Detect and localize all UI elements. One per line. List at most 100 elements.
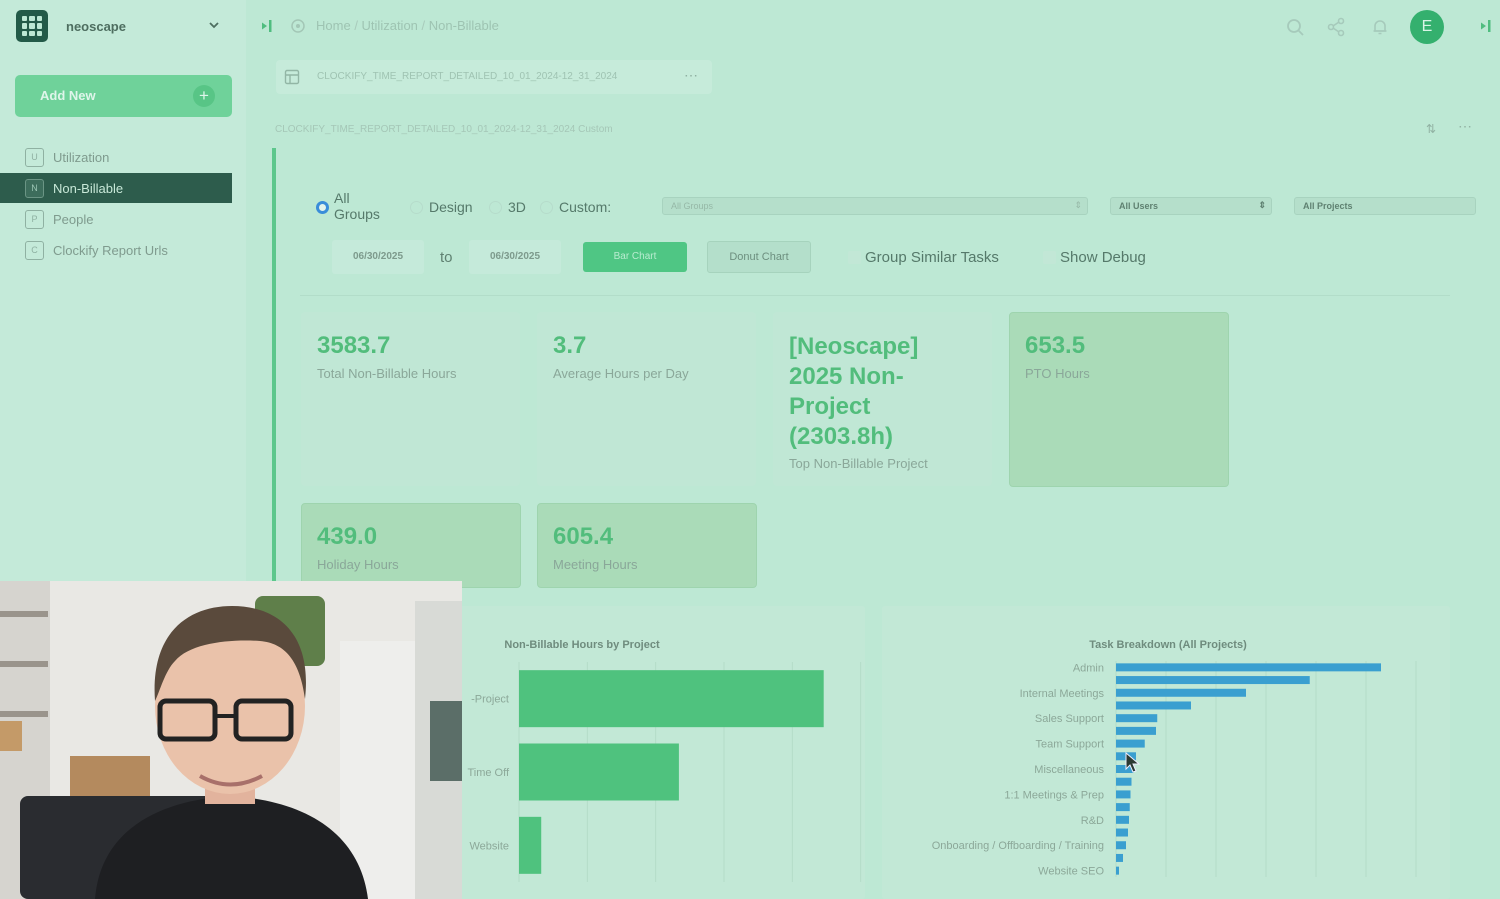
file-tab-label: CLOCKIFY_TIME_REPORT_DETAILED_10_01_2024… (317, 71, 618, 82)
plus-icon: + (193, 85, 215, 107)
page-icon: U (25, 148, 44, 167)
collapse-panel-icon[interactable] (1478, 18, 1494, 34)
table-icon (284, 69, 300, 85)
page-icon: C (25, 241, 44, 260)
stat-value: [Neoscape] 2025 Non-Project (2303.8h) (789, 333, 919, 450)
stat-label: Top Non-Billable Project (789, 456, 928, 471)
bar (1116, 688, 1246, 697)
select-arrow-icon: ⇕ (1258, 200, 1266, 210)
radio-label-all-groups[interactable]: All Groups (334, 190, 380, 222)
stat-card-meeting-hours: 605.4 Meeting Hours (537, 503, 757, 588)
bar (1116, 841, 1126, 850)
breadcrumb-utilization[interactable]: Utilization (361, 18, 418, 33)
custom-group-select-value: All Groups (671, 201, 714, 211)
sort-icon[interactable]: ⇅ (1426, 122, 1437, 136)
stat-label: Total Non-Billable Hours (317, 366, 457, 381)
sidebar-item-utilization[interactable]: U Utilization (0, 142, 232, 172)
bar (1116, 726, 1156, 735)
sidebar-item-label: Utilization (53, 150, 110, 165)
mouse-cursor-icon (1125, 752, 1141, 773)
custom-group-select[interactable]: All Groups ⇕ (662, 197, 1088, 215)
stat-card-average-hours: 3.7 Average Hours per Day (537, 312, 756, 486)
search-icon[interactable] (1285, 17, 1305, 37)
bar (1116, 790, 1131, 799)
stat-value: 439.0 (317, 523, 378, 550)
breadcrumb-home[interactable]: Home (316, 18, 351, 33)
more-icon[interactable]: ⋯ (684, 67, 698, 83)
webcam-video (0, 581, 462, 899)
date-to-separator: to (440, 249, 453, 266)
workspace-logo[interactable] (16, 10, 48, 42)
more-icon[interactable]: ⋯ (1458, 118, 1472, 134)
share-icon[interactable] (1326, 17, 1346, 37)
home-icon[interactable] (290, 18, 306, 34)
radio-design[interactable] (410, 201, 423, 214)
sidebar-item-label: Non-Billable (53, 181, 124, 196)
bar (519, 670, 824, 727)
webcam-person-image (0, 581, 462, 899)
bar (1116, 676, 1310, 685)
stat-card-total-non-billable: 3583.7 Total Non-Billable Hours (301, 312, 520, 486)
radio-custom[interactable] (540, 201, 553, 214)
radio-3d[interactable] (489, 201, 502, 214)
file-tab[interactable]: CLOCKIFY_TIME_REPORT_DETAILED_10_01_2024… (276, 60, 712, 94)
sidebar-item-people[interactable]: P People (0, 204, 232, 234)
bar-chart-button[interactable]: Bar Chart (583, 242, 687, 272)
stat-value: 605.4 (553, 523, 614, 550)
show-debug-label[interactable]: Show Debug (1060, 249, 1146, 266)
stat-value: 3583.7 (317, 332, 391, 359)
stat-card-holiday-hours: 439.0 Holiday Hours (301, 503, 521, 588)
bar (519, 817, 541, 874)
sidebar-item-clockify-report-urls[interactable]: C Clockify Report Urls (0, 235, 232, 265)
category-label: Website (469, 840, 509, 852)
radio-label-design[interactable]: Design (429, 199, 473, 215)
users-select[interactable]: All Users ⇕ (1110, 197, 1272, 215)
category-label: Sales Support (1035, 713, 1104, 725)
filters-panel (300, 168, 1450, 296)
chart-title: Non-Billable Hours by Project (504, 639, 660, 651)
category-label: Internal Meetings (1020, 688, 1105, 700)
group-similar-label[interactable]: Group Similar Tasks (865, 249, 999, 266)
date-from-input[interactable]: 06/30/2025 (332, 240, 424, 274)
add-new-button[interactable]: Add New + (15, 75, 232, 117)
breadcrumb-non-billable: Non-Billable (428, 18, 499, 33)
radio-all-groups[interactable] (316, 201, 329, 214)
stat-label: Holiday Hours (317, 557, 399, 572)
stat-card-pto-hours: 653.5 PTO Hours (1009, 312, 1229, 487)
bar (1116, 828, 1128, 837)
sidebar-item-non-billable[interactable]: N Non-Billable (0, 173, 232, 203)
bell-icon[interactable] (1370, 17, 1390, 37)
category-label: R&D (1081, 815, 1104, 827)
chevron-down-icon[interactable] (207, 18, 221, 32)
projects-select[interactable]: All Projects (1294, 197, 1476, 215)
donut-chart-button[interactable]: Donut Chart (707, 241, 811, 273)
radio-label-custom[interactable]: Custom: (559, 199, 612, 215)
collapse-sidebar-icon[interactable] (259, 18, 275, 34)
stat-label: PTO Hours (1025, 366, 1090, 381)
select-arrow-icon: ⇕ (1074, 200, 1082, 210)
date-to-input[interactable]: 06/30/2025 (469, 240, 561, 274)
category-label: Website SEO (1038, 866, 1104, 878)
category-label: Admin (1073, 662, 1104, 674)
category-label: Onboarding / Offboarding / Training (932, 840, 1104, 852)
group-similar-checkbox[interactable] (848, 251, 861, 264)
workspace-name[interactable]: neoscape (66, 19, 126, 34)
stat-value: 3.7 (553, 332, 587, 359)
avatar[interactable]: E (1410, 10, 1444, 44)
stat-label: Average Hours per Day (553, 366, 689, 381)
stat-card-top-project: [Neoscape] 2025 Non-Project (2303.8h) To… (773, 312, 992, 486)
page-icon: N (25, 179, 44, 198)
radio-label-3d[interactable]: 3D (508, 199, 526, 215)
show-debug-checkbox[interactable] (1043, 251, 1056, 264)
page-icon: P (25, 210, 44, 229)
bar (1116, 701, 1191, 710)
breadcrumb: Home / Utilization / Non-Billable (316, 18, 499, 33)
category-label: 1:1 Meetings & Prep (1004, 789, 1104, 801)
bar (519, 744, 679, 801)
stat-label: Meeting Hours (553, 557, 638, 572)
category-label: -Project (471, 694, 509, 706)
category-label: Time Off (467, 767, 510, 779)
add-new-label: Add New (40, 88, 96, 103)
stat-value: 653.5 (1025, 332, 1086, 359)
